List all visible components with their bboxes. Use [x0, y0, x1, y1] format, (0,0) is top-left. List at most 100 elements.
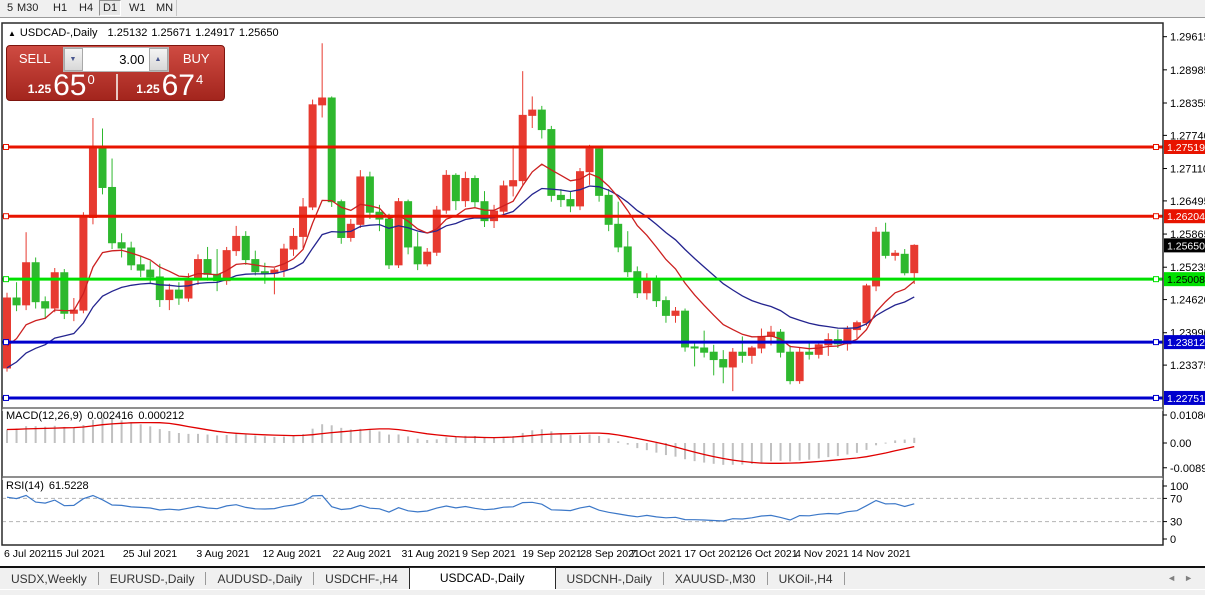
- price-tick: 1.27110: [1170, 164, 1205, 176]
- price-tick: 1.28985: [1170, 65, 1205, 77]
- timeframe-button-d1[interactable]: D1: [99, 0, 122, 16]
- tab-xauusd-m30[interactable]: XAUUSD-,M30: [674, 572, 756, 586]
- sell-price-display[interactable]: 1.25 65 0: [7, 69, 116, 102]
- price-tick: 1.24620: [1170, 295, 1205, 307]
- sell-button[interactable]: SELL: [18, 51, 51, 66]
- timeframe-button-h4[interactable]: H4: [79, 2, 94, 14]
- timeframe-toolbar: 5 M30 H1 H4 D1 W1 MN: [0, 0, 1205, 19]
- rsi-value: 61.5228: [48, 480, 89, 492]
- price-tick: 1.25235: [1170, 262, 1205, 274]
- rsi-name: RSI(14): [6, 480, 44, 492]
- price-badge: [1164, 209, 1205, 224]
- tab-usdcad-daily[interactable]: USDCAD-,Daily: [408, 567, 556, 589]
- ohlc-low: 1.24917: [195, 27, 235, 39]
- price-divider: [116, 74, 118, 100]
- date-tick: 14 Nov 2021: [851, 548, 911, 560]
- rsi-tick: 70: [1170, 493, 1182, 505]
- hline-handle: [3, 339, 9, 346]
- macd-tick: 0.00: [1170, 438, 1191, 450]
- tab-eurusd-daily[interactable]: EURUSD-,Daily: [109, 572, 195, 586]
- svg-text:1.23812: 1.23812: [1167, 337, 1205, 349]
- volume-decrease-button[interactable]: ▼: [63, 48, 83, 71]
- ohlc-close: 1.25650: [238, 27, 279, 39]
- timeframe-button-mn[interactable]: MN: [156, 2, 174, 14]
- tab-ukoil-h4[interactable]: UKOil-,H4: [778, 572, 833, 586]
- sell-price-big: 65: [53, 69, 87, 102]
- hline-handle: [1153, 144, 1159, 150]
- hline-handle: [3, 213, 9, 220]
- price-tick: 1.23375: [1170, 360, 1205, 372]
- macd-signal-value: 0.000212: [138, 410, 185, 422]
- timeframe-button-5[interactable]: 5: [7, 2, 14, 14]
- price-tick: 1.28355: [1170, 98, 1205, 110]
- date-tick: 3 Aug 2021: [196, 548, 249, 560]
- svg-text:1.25008: 1.25008: [1167, 274, 1205, 286]
- toolbar-ridge-light: [0, 18, 1205, 19]
- macd-tick: 0.010869: [1170, 410, 1205, 422]
- tab-separator: [205, 572, 207, 585]
- sell-price-sup: 0: [87, 72, 95, 87]
- svg-text:1.27519: 1.27519: [1167, 142, 1205, 154]
- tab-separator: [313, 572, 315, 585]
- tab-scroll-left-icon[interactable]: ◄: [1167, 573, 1185, 583]
- tab-separator: [766, 572, 768, 585]
- sell-price-small: 1.25: [27, 82, 52, 96]
- buy-button[interactable]: BUY: [182, 51, 210, 66]
- rsi-tick: 0: [1170, 534, 1176, 546]
- volume-input[interactable]: [82, 48, 149, 71]
- date-tick: 12 Aug 2021: [263, 548, 322, 560]
- tab-scroll-right-icon[interactable]: ►: [1184, 573, 1201, 583]
- date-tick: 15 Jul 2021: [51, 548, 105, 560]
- date-tick: 28 Sep 2021: [580, 548, 640, 560]
- collapse-chart-icon[interactable]: ▲: [8, 29, 16, 38]
- macd-label: MACD(12,26,9) 0.002416 0.000212: [6, 410, 189, 422]
- date-tick: 17 Oct 2021: [684, 548, 741, 560]
- ohlc-open: 1.25132: [107, 27, 148, 39]
- date-tick: 22 Aug 2021: [333, 548, 392, 560]
- price-tick: 1.26495: [1170, 196, 1205, 208]
- price-tick: 1.27740: [1170, 130, 1205, 142]
- timeframe-button-m30[interactable]: M30: [17, 2, 39, 14]
- hline-handle: [1153, 339, 1159, 346]
- tab-usdchf-h4[interactable]: USDCHF-,H4: [325, 572, 398, 586]
- price-tick: 1.25865: [1170, 229, 1205, 241]
- buy-price-display[interactable]: 1.25 67 4: [116, 69, 225, 102]
- volume-stepper: ▼ ▲: [62, 47, 169, 72]
- hline-handle: [1153, 213, 1159, 220]
- price-badge: [1164, 335, 1205, 350]
- macd-main-value: 0.002416: [87, 410, 134, 422]
- chart-tab-separator: [0, 566, 1205, 568]
- hline-handle: [3, 394, 9, 401]
- date-tick: 7 Oct 2021: [630, 548, 682, 560]
- tab-separator: [843, 572, 845, 585]
- chart-header: ▲ USDCAD-,Daily 1.25132 1.25671 1.24917 1.256…: [8, 27, 283, 39]
- date-tick: 6 Jul 2021: [4, 548, 53, 560]
- buy-price-small: 1.25: [136, 82, 160, 96]
- tab-separator: [97, 572, 99, 585]
- buy-price-big: 67: [161, 69, 195, 102]
- price-tick: 1.29615: [1170, 32, 1205, 44]
- rsi-tick: 30: [1170, 517, 1182, 529]
- price-badge: [1164, 238, 1205, 253]
- tab-usdcnh-daily[interactable]: USDCNH-,Daily: [566, 572, 652, 586]
- buy-price-sup: 4: [196, 72, 204, 87]
- svg-text:1.26204: 1.26204: [1167, 211, 1205, 223]
- volume-increase-button[interactable]: ▲: [148, 48, 168, 71]
- date-tick: 9 Sep 2021: [462, 548, 516, 560]
- price-badge: [1164, 390, 1205, 405]
- toolbar-ridge: [0, 17, 1205, 18]
- date-tick: 19 Sep 2021: [522, 548, 582, 560]
- date-tick: 31 Aug 2021: [402, 548, 461, 560]
- timeframe-button-h1[interactable]: H1: [53, 2, 68, 14]
- tab-scroll-arrows[interactable]: ◄►: [1167, 573, 1201, 583]
- tab-usdx-weekly[interactable]: USDX,Weekly: [11, 572, 87, 586]
- timeframe-button-w1[interactable]: W1: [129, 2, 146, 14]
- date-tick: 4 Nov 2021: [795, 548, 849, 560]
- date-tick: 25 Jul 2021: [123, 548, 177, 560]
- tab-audusd-daily[interactable]: AUDUSD-,Daily: [217, 572, 303, 586]
- date-tick: 26 Oct 2021: [740, 548, 797, 560]
- chart-symbol-label: USDCAD-,Daily: [19, 27, 98, 39]
- chart-tab-bar: USDX,Weekly EURUSD-,Daily AUDUSD-,Daily USD…: [0, 567, 1205, 589]
